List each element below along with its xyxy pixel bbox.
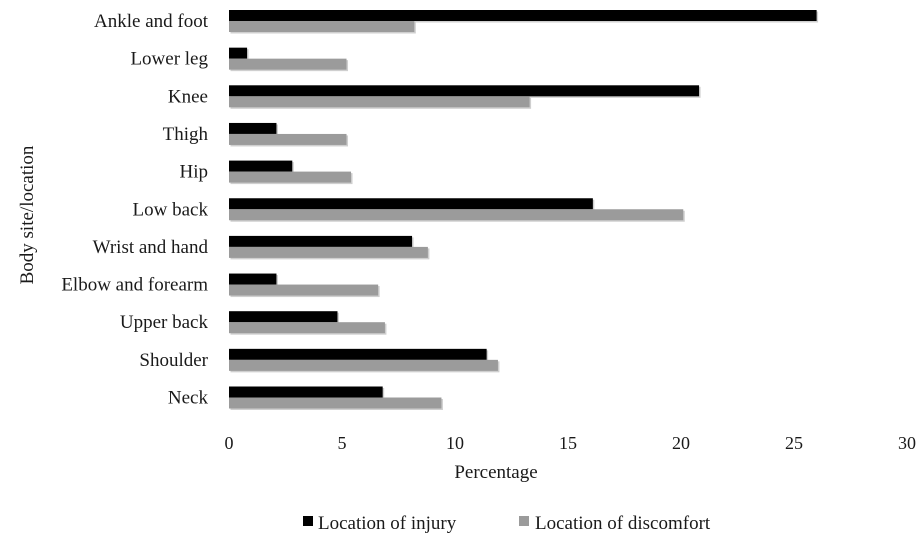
bar-injury-9 xyxy=(229,348,487,360)
x-tick-label: 20 xyxy=(672,433,690,453)
bar-discomfort-2 xyxy=(229,96,530,108)
bar-discomfort-10 xyxy=(229,397,442,409)
bar-injury-0 xyxy=(229,10,817,21)
legend-label-discomfort: Location of discomfort xyxy=(535,513,711,534)
category-label: Neck xyxy=(168,388,209,409)
bars-group xyxy=(229,10,819,410)
x-tick-label: 5 xyxy=(338,433,347,453)
x-tick-label: 15 xyxy=(559,433,577,453)
bar-injury-7 xyxy=(229,273,277,285)
x-tick-label: 25 xyxy=(785,433,803,453)
x-tick-label: 10 xyxy=(446,433,464,453)
bar-discomfort-9 xyxy=(229,359,498,371)
category-label: Thigh xyxy=(163,124,209,145)
x-tick-label: 0 xyxy=(225,433,234,453)
category-label: Wrist and hand xyxy=(93,237,209,258)
category-labels: Ankle and foot Lower leg Knee Thigh Hip Low b… xyxy=(61,11,208,409)
category-label: Shoulder xyxy=(139,350,208,371)
y-axis-title: Body site/location xyxy=(17,145,38,284)
bar-injury-1 xyxy=(229,47,248,59)
category-label: Upper back xyxy=(120,312,209,333)
bar-injury-3 xyxy=(229,122,277,134)
bar-discomfort-7 xyxy=(229,284,379,296)
bar-injury-2 xyxy=(229,85,700,97)
category-label: Ankle and foot xyxy=(94,11,209,32)
bar-injury-5 xyxy=(229,198,593,210)
bar-discomfort-4 xyxy=(229,171,352,183)
category-label: Lower leg xyxy=(130,49,208,70)
bar-injury-6 xyxy=(229,235,413,247)
legend-label-injury: Location of injury xyxy=(318,513,457,534)
bar-discomfort-8 xyxy=(229,322,385,334)
x-tick-labels: 0 5 10 15 20 25 30 xyxy=(225,433,917,453)
bar-discomfort-0 xyxy=(229,21,415,32)
bar-discomfort-3 xyxy=(229,133,347,145)
bar-injury-4 xyxy=(229,160,293,172)
bar-discomfort-1 xyxy=(229,58,347,70)
legend-swatch-injury xyxy=(303,516,313,526)
category-label: Hip xyxy=(180,162,209,183)
legend: Location of injury Location of discomfor… xyxy=(303,513,711,534)
bar-discomfort-5 xyxy=(229,209,684,221)
category-label: Low back xyxy=(133,199,209,220)
category-label: Knee xyxy=(168,86,208,107)
bar-discomfort-6 xyxy=(229,246,428,258)
x-axis-title: Percentage xyxy=(454,462,537,483)
legend-swatch-discomfort xyxy=(519,516,529,526)
bar-injury-8 xyxy=(229,311,338,323)
bar-injury-10 xyxy=(229,386,383,398)
category-label: Elbow and forearm xyxy=(61,275,208,296)
x-tick-label: 30 xyxy=(898,433,916,453)
